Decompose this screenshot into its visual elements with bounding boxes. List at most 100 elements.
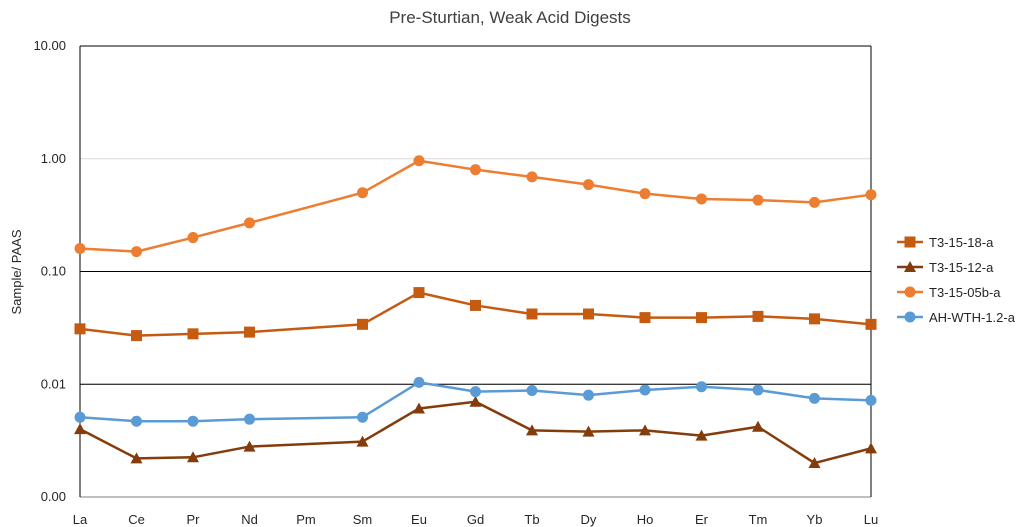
data-point xyxy=(865,442,877,454)
data-point xyxy=(808,457,821,469)
data-point xyxy=(752,420,764,432)
data-point xyxy=(356,435,369,447)
data-point xyxy=(470,299,481,311)
legend-marker xyxy=(904,236,916,248)
x-tick-label: Er xyxy=(695,512,709,527)
data-point xyxy=(74,323,86,335)
data-point xyxy=(244,217,255,229)
data-point xyxy=(470,386,481,398)
series-line xyxy=(79,400,872,465)
x-tick-label: Ce xyxy=(128,512,145,527)
data-point xyxy=(413,155,425,167)
data-point xyxy=(74,411,86,423)
legend-label: AH-WTH-1.2-a xyxy=(929,310,1016,325)
x-tick-label: La xyxy=(73,512,88,527)
data-point xyxy=(131,246,142,258)
data-point xyxy=(752,310,764,322)
x-tick-label: Nd xyxy=(241,512,258,527)
data-point xyxy=(244,326,255,338)
data-point xyxy=(696,381,707,393)
data-point xyxy=(865,189,877,201)
legend-label: T3-15-18-a xyxy=(929,235,994,250)
data-point xyxy=(583,179,594,191)
x-tick-label: Pm xyxy=(296,512,316,527)
data-point xyxy=(187,232,199,244)
data-point xyxy=(74,242,86,254)
legend-label: T3-15-12-a xyxy=(929,260,994,275)
x-tick-label: Eu xyxy=(411,512,427,527)
data-point xyxy=(865,318,877,330)
data-point xyxy=(865,394,877,406)
data-point xyxy=(526,424,538,436)
data-point xyxy=(639,312,651,324)
x-tick-label: Tm xyxy=(749,512,768,527)
data-point xyxy=(244,413,255,425)
data-point xyxy=(469,395,482,407)
x-tick-label: Pr xyxy=(187,512,201,527)
data-point xyxy=(357,318,368,330)
series-T3-15-12-a xyxy=(74,395,877,469)
series-line xyxy=(79,291,872,337)
data-point xyxy=(243,440,256,452)
data-point xyxy=(74,423,86,435)
series-AH-WTH-1.2-a xyxy=(74,376,877,427)
x-tick-label: Yb xyxy=(807,512,823,527)
data-point xyxy=(413,287,425,299)
data-point xyxy=(752,384,764,396)
data-point xyxy=(752,194,764,206)
data-point xyxy=(413,402,425,414)
data-point xyxy=(357,187,368,199)
data-point xyxy=(583,389,594,401)
data-point xyxy=(639,424,651,436)
data-point xyxy=(187,451,199,463)
y-tick-label: 1.00 xyxy=(41,151,66,166)
x-tick-label: Dy xyxy=(581,512,597,527)
legend-label: T3-15-05b-a xyxy=(929,285,1001,300)
legend: T3-15-18-a T3-15-12-a T3-15-05b-a AH-WTH-1.… xyxy=(897,235,1016,325)
x-tick-labels: La Ce Pr Nd Pm Sm Eu Gd Tb Dy Ho Er Tm Yb Lu xyxy=(73,512,878,527)
series-group xyxy=(74,155,877,469)
series-line xyxy=(79,159,872,253)
data-point xyxy=(470,164,481,176)
data-point xyxy=(809,392,820,404)
data-point xyxy=(696,193,707,205)
data-point xyxy=(131,415,142,427)
data-point xyxy=(187,415,199,427)
y-axis-label: Sample/ PAAS xyxy=(9,229,24,314)
y-tick-label: 0.00 xyxy=(41,489,66,504)
x-tick-label: Gd xyxy=(467,512,484,527)
data-point xyxy=(526,308,538,320)
data-point xyxy=(130,452,143,464)
data-point xyxy=(582,425,595,437)
series-line xyxy=(79,381,872,423)
data-point xyxy=(413,376,425,388)
data-point xyxy=(583,308,594,320)
legend-marker xyxy=(904,261,916,272)
y-tick-label: 10.00 xyxy=(33,38,66,53)
y-tick-label: 0.10 xyxy=(41,264,66,279)
data-point xyxy=(696,312,707,324)
chart-title: Pre-Sturtian, Weak Acid Digests xyxy=(389,8,631,27)
series-T3-15-05b-a xyxy=(74,155,877,258)
x-tick-label: Ho xyxy=(637,512,654,527)
data-point xyxy=(695,429,708,441)
data-point xyxy=(526,171,538,183)
data-point xyxy=(809,196,820,208)
data-point xyxy=(639,384,651,396)
x-tick-label: Tb xyxy=(524,512,539,527)
data-point xyxy=(357,411,368,423)
series-T3-15-18-a xyxy=(74,287,877,342)
legend-marker xyxy=(904,311,916,323)
gridlines xyxy=(79,45,872,498)
y-tick-label: 0.01 xyxy=(41,376,66,391)
y-tick-labels: 0.00 0.01 0.10 1.00 10.00 xyxy=(33,38,66,504)
data-point xyxy=(639,188,651,200)
data-point xyxy=(809,313,820,325)
data-point xyxy=(187,328,199,340)
legend-marker xyxy=(904,286,916,298)
x-tick-label: Lu xyxy=(864,512,878,527)
data-point xyxy=(131,330,142,342)
data-point xyxy=(526,385,538,397)
x-tick-label: Sm xyxy=(353,512,373,527)
